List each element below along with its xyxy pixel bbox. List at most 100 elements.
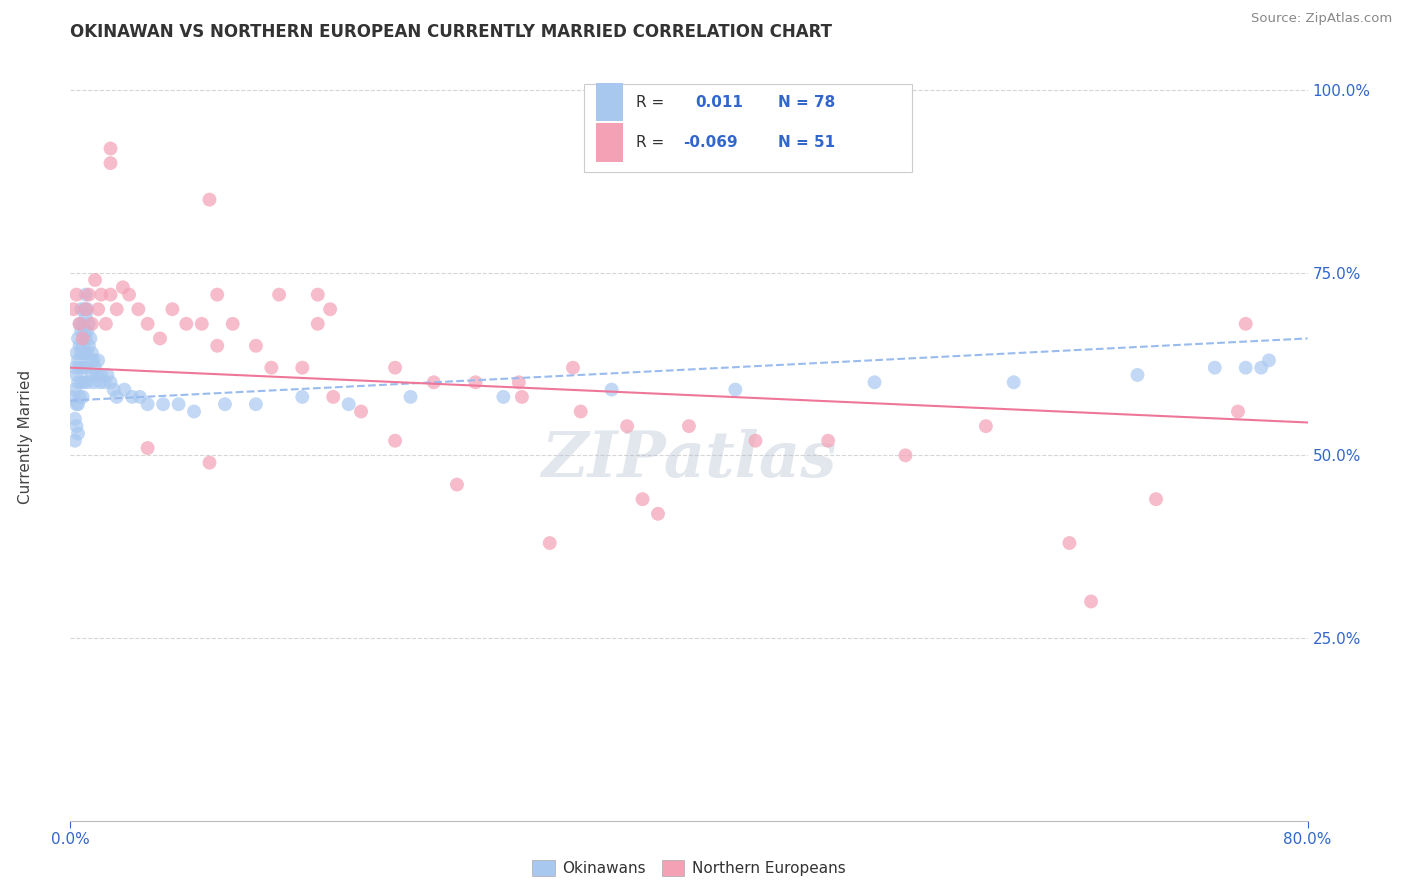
Point	[69, 360, 91, 375]
Point	[174, 317, 197, 331]
Point	[77, 317, 100, 331]
Point	[63, 383, 86, 397]
Point	[319, 302, 342, 317]
Point	[894, 448, 917, 462]
Point	[100, 141, 122, 155]
Point	[307, 317, 329, 331]
Point	[191, 317, 214, 331]
Text: R =: R =	[636, 95, 664, 110]
Y-axis label: Currently Married: Currently Married	[18, 370, 34, 504]
Point	[86, 368, 108, 382]
Point	[1227, 404, 1250, 418]
Point	[80, 368, 103, 382]
Point	[245, 339, 267, 353]
Point	[207, 287, 229, 301]
Point	[72, 317, 94, 331]
Point	[183, 404, 205, 418]
Point	[70, 324, 93, 338]
Point	[384, 360, 406, 375]
Point	[93, 376, 115, 390]
Bar	[596, 83, 623, 121]
Point	[69, 317, 91, 331]
Point	[569, 404, 592, 418]
Point	[65, 397, 87, 411]
Point	[62, 390, 84, 404]
Point	[863, 376, 886, 390]
Point	[152, 397, 174, 411]
Point	[72, 339, 94, 353]
Point	[1080, 594, 1102, 608]
Point	[744, 434, 766, 448]
Point	[94, 317, 117, 331]
Point	[384, 434, 406, 448]
Point	[1059, 536, 1081, 550]
Point	[82, 353, 105, 368]
Point	[80, 346, 103, 360]
Point	[65, 419, 87, 434]
Text: 0.011: 0.011	[695, 95, 742, 110]
Point	[600, 383, 623, 397]
Point	[69, 317, 91, 331]
Point	[90, 287, 112, 301]
Point	[63, 412, 86, 426]
Point	[111, 280, 134, 294]
Point	[77, 287, 100, 301]
Point	[631, 492, 654, 507]
Point	[84, 360, 107, 375]
Point	[76, 376, 98, 390]
Point	[149, 331, 172, 345]
Bar	[596, 123, 623, 161]
Point	[87, 302, 110, 317]
Point	[79, 353, 101, 368]
Point	[322, 390, 344, 404]
Point	[105, 390, 128, 404]
Point	[1234, 317, 1257, 331]
Point	[73, 376, 96, 390]
Point	[127, 302, 149, 317]
Point	[100, 156, 122, 170]
Point	[76, 324, 98, 338]
Point	[464, 376, 486, 390]
Text: R =: R =	[636, 136, 664, 150]
Point	[63, 360, 86, 375]
Point	[647, 507, 669, 521]
Point	[136, 317, 159, 331]
Point	[100, 287, 122, 301]
Point	[75, 331, 97, 345]
Point	[77, 339, 100, 353]
Point	[198, 193, 221, 207]
Point	[121, 390, 143, 404]
Point	[399, 390, 422, 404]
Point	[1258, 353, 1281, 368]
Point	[245, 397, 267, 411]
Point	[82, 376, 105, 390]
Point	[974, 419, 997, 434]
Point	[70, 302, 93, 317]
Text: OKINAWAN VS NORTHERN EUROPEAN CURRENTLY MARRIED CORRELATION CHART: OKINAWAN VS NORTHERN EUROPEAN CURRENTLY …	[70, 23, 832, 41]
Point	[508, 376, 530, 390]
Point	[67, 426, 90, 441]
Text: Source: ZipAtlas.com: Source: ZipAtlas.com	[1251, 12, 1392, 25]
Text: -0.069: -0.069	[683, 136, 737, 150]
Point	[136, 397, 159, 411]
Point	[118, 287, 141, 301]
Point	[492, 390, 515, 404]
Point	[72, 360, 94, 375]
Point	[162, 302, 184, 317]
Point	[105, 302, 128, 317]
Point	[103, 383, 125, 397]
Point	[678, 419, 700, 434]
Point	[307, 287, 329, 301]
Point	[72, 331, 94, 345]
Point	[291, 390, 314, 404]
Point	[724, 383, 747, 397]
Point	[100, 376, 122, 390]
Point	[65, 346, 87, 360]
Point	[337, 397, 360, 411]
Point	[69, 339, 91, 353]
Point	[75, 287, 97, 301]
Point	[90, 368, 112, 382]
Point	[73, 346, 96, 360]
FancyBboxPatch shape	[583, 84, 911, 172]
Point	[65, 368, 87, 382]
